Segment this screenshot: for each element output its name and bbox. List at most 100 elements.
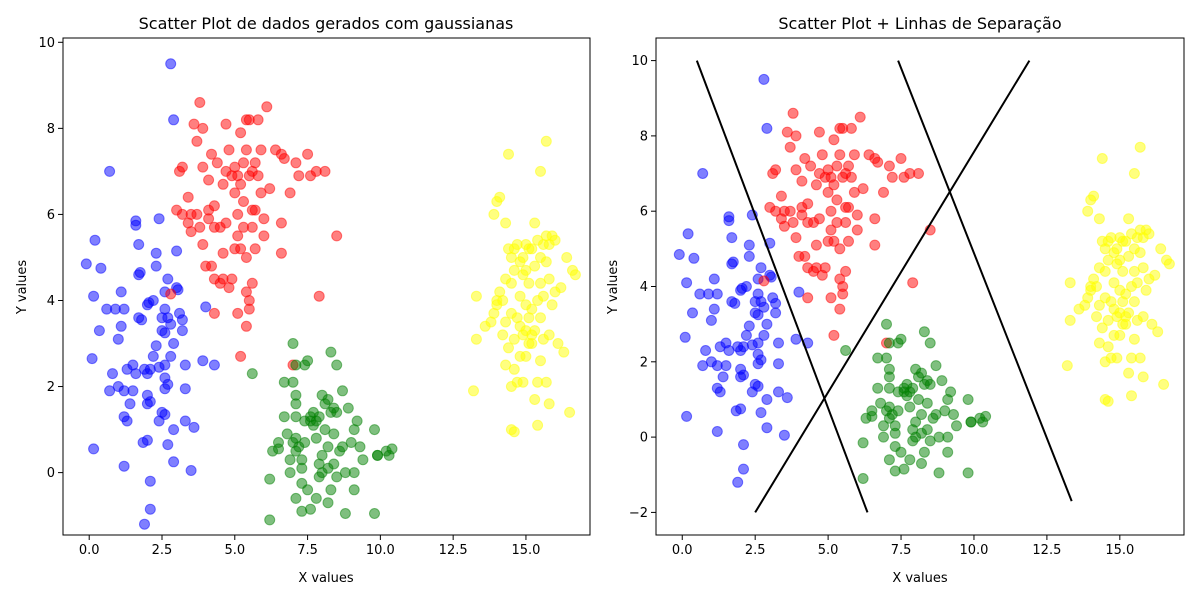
left-point-green — [331, 471, 343, 483]
left-point-green — [273, 443, 284, 455]
left-point-yellow — [470, 333, 482, 345]
left-point-red — [182, 191, 194, 203]
right-point-green — [980, 410, 992, 422]
left-point-red — [203, 213, 215, 225]
right-scatter-points — [673, 73, 1175, 488]
right-point-green — [881, 405, 892, 417]
left-point-red — [240, 252, 252, 263]
left-point-yellow — [564, 406, 576, 418]
right-point-blue — [729, 297, 741, 309]
right-point-yellow — [1091, 281, 1102, 292]
left-point-red — [249, 157, 261, 169]
left-point-blue — [130, 368, 142, 380]
separation-line-2 — [754, 60, 1031, 513]
left-point-green — [328, 458, 340, 470]
left-scatter-points — [80, 58, 581, 530]
left-point-blue — [121, 415, 133, 427]
right-point-green — [962, 394, 974, 405]
left-point-blue — [165, 318, 177, 330]
right-point-red — [784, 141, 796, 153]
left-point-blue — [159, 327, 171, 339]
left-point-blue — [171, 245, 183, 257]
left-point-red — [206, 260, 217, 272]
left-point-red — [293, 170, 305, 182]
right-point-yellow — [1091, 311, 1102, 323]
right-point-yellow — [1061, 360, 1073, 372]
right-point-yellow — [1158, 378, 1170, 390]
left-point-blue — [165, 58, 177, 70]
right-point-green — [948, 409, 959, 420]
left-point-blue — [179, 359, 191, 371]
left-point-yellow — [503, 148, 514, 160]
left-point-green — [290, 398, 302, 410]
left-point-blue — [86, 353, 98, 365]
left-point-blue — [153, 213, 165, 225]
left-point-red — [275, 217, 287, 229]
right-point-green — [892, 405, 904, 417]
right-point-red — [825, 224, 837, 236]
right-point-red — [799, 153, 811, 164]
left-point-blue — [80, 258, 92, 270]
right-point-blue — [773, 337, 784, 349]
left-point-yellow — [535, 165, 546, 177]
right-point-blue — [738, 463, 749, 475]
right-point-green — [883, 454, 895, 466]
right-point-green — [840, 345, 852, 356]
right-point-yellow — [1123, 367, 1135, 379]
left-point-red — [246, 277, 258, 289]
left-point-red — [191, 135, 203, 147]
left-point-yellow — [529, 217, 541, 229]
left-point-blue — [104, 385, 116, 397]
right-point-red — [843, 235, 854, 247]
right-point-blue — [752, 380, 764, 392]
right-point-blue — [697, 168, 709, 179]
left-point-blue — [162, 273, 174, 285]
left-point-blue — [147, 295, 159, 306]
right-point-red — [822, 186, 834, 198]
left-point-green — [386, 443, 398, 455]
left-point-green — [331, 406, 343, 418]
left-point-red — [220, 118, 232, 130]
left-point-yellow — [529, 260, 541, 272]
right-point-blue — [773, 358, 784, 370]
left-point-yellow — [508, 363, 520, 375]
right-point-red — [790, 232, 802, 244]
left-point-red — [255, 187, 267, 199]
left-point-yellow — [558, 346, 570, 358]
left-point-yellow — [540, 135, 552, 147]
right-point-blue — [740, 281, 752, 292]
right-point-red — [840, 265, 852, 277]
right-point-blue — [755, 407, 767, 419]
right-x-tick-label: 5.0 — [818, 543, 839, 558]
right-point-red — [802, 198, 814, 210]
right-point-red — [796, 175, 808, 187]
left-y-tick-label: 10 — [38, 36, 55, 51]
right-point-yellow — [1126, 390, 1137, 402]
right-point-yellow — [1143, 228, 1155, 240]
right-point-red — [907, 277, 919, 289]
left-point-yellow — [520, 350, 532, 362]
left-point-red — [331, 230, 343, 242]
right-point-blue — [738, 341, 749, 353]
left-point-green — [305, 503, 316, 515]
right-point-green — [951, 420, 962, 432]
right-point-green — [921, 397, 933, 409]
left-point-red — [275, 247, 287, 259]
left-point-blue — [150, 247, 162, 259]
right-point-green — [962, 467, 974, 479]
right-point-green — [918, 446, 930, 458]
right-point-yellow — [1064, 314, 1076, 326]
left-point-green — [325, 346, 337, 358]
left-point-green — [278, 411, 290, 423]
right-point-red — [840, 217, 852, 228]
left-point-green — [322, 394, 334, 405]
left-point-yellow — [505, 277, 517, 289]
left-point-green — [354, 441, 366, 453]
left-point-blue — [139, 518, 150, 530]
right-point-green — [895, 333, 907, 345]
right-point-red — [790, 130, 802, 142]
left-point-red — [185, 226, 197, 238]
right-point-green — [918, 326, 930, 338]
left-point-blue — [88, 443, 100, 455]
right-point-red — [819, 262, 831, 274]
